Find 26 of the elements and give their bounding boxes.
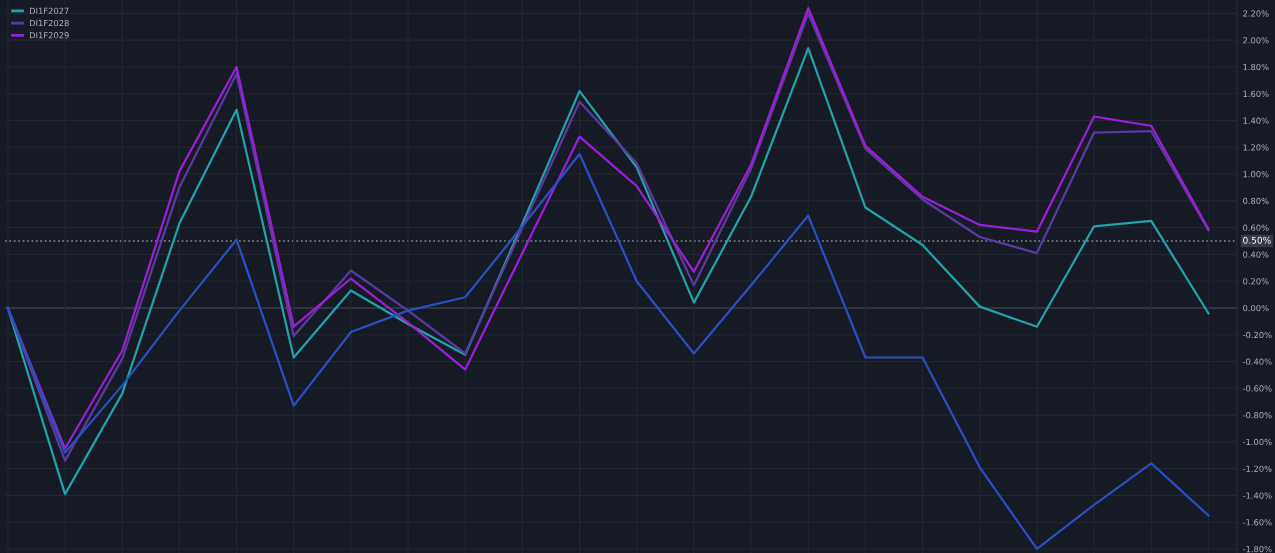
y-tick-label: 1.80%: [1243, 63, 1269, 71]
y-tick-label: 0.80%: [1243, 197, 1269, 205]
y-tick-label: -1.00%: [1242, 438, 1272, 446]
y-tick-label: -0.40%: [1242, 358, 1272, 365]
y-tick-label: 0.00%: [1243, 304, 1269, 312]
y-tick-label: -1.80%: [1242, 545, 1272, 553]
y-tick-label: 0.40%: [1243, 251, 1269, 258]
line-series: [6, 152, 1210, 551]
y-tick-label: 1.20%: [1243, 144, 1269, 151]
y-tick-label: -0.80%: [1242, 412, 1272, 419]
y-tick-label: -1.20%: [1242, 465, 1272, 472]
legend-label: DI1F2028: [29, 19, 69, 27]
y-tick-label: 1.60%: [1243, 90, 1269, 98]
y-tick-label: 2.00%: [1243, 37, 1269, 44]
y-tick-label: 1.40%: [1243, 117, 1269, 124]
legend-label: DI1F2027: [29, 7, 69, 14]
y-tick-label: -0.20%: [1242, 331, 1272, 339]
y-tick-label: 0.60%: [1243, 224, 1269, 231]
y-tick-label: -1.60%: [1242, 519, 1272, 526]
y-tick-label: -1.40%: [1242, 492, 1272, 499]
y-tick-label: 2.20%: [1243, 10, 1269, 17]
y-tick-label: -0.60%: [1242, 385, 1272, 392]
y-tick-label: 0.20%: [1243, 278, 1269, 285]
legend-label: DI1F2029: [29, 32, 69, 39]
y-tick-label: 1.00%: [1243, 171, 1269, 178]
ref-line-label: 0.50%: [1243, 236, 1271, 244]
